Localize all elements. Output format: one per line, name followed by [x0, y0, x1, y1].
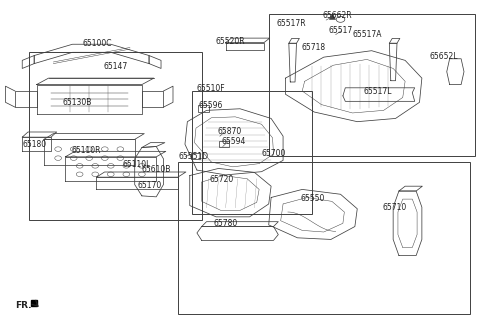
Text: 65720: 65720 [210, 175, 234, 184]
Text: 65517A: 65517A [352, 30, 382, 40]
Bar [178, 162, 470, 314]
Text: 65780: 65780 [213, 219, 238, 228]
Text: 65550: 65550 [300, 194, 324, 203]
Text: 65170: 65170 [137, 181, 161, 190]
Text: 65551D: 65551D [178, 152, 208, 161]
Bar [192, 91, 312, 214]
Text: 65517: 65517 [328, 26, 353, 35]
Text: 65180: 65180 [23, 140, 47, 149]
Text: 65652L: 65652L [430, 52, 458, 61]
Bar [198, 105, 209, 112]
Text: 65870: 65870 [217, 127, 242, 136]
Text: 65520R: 65520R [216, 38, 245, 46]
Text: 65100C: 65100C [82, 39, 111, 48]
Text: 65517L: 65517L [363, 87, 392, 96]
Text: 65517R: 65517R [276, 19, 306, 28]
Bar [219, 141, 228, 147]
Text: 65662R: 65662R [323, 11, 352, 20]
Text: 65147: 65147 [104, 62, 128, 71]
Text: 65718: 65718 [301, 43, 325, 52]
Text: FR.: FR. [15, 301, 32, 310]
Bar [29, 52, 202, 220]
Bar [269, 14, 475, 156]
Text: 65594: 65594 [221, 137, 246, 146]
Text: 65700: 65700 [261, 149, 286, 158]
Text: 65710: 65710 [383, 203, 407, 212]
Text: 65110R: 65110R [72, 146, 101, 155]
Text: 65110L: 65110L [123, 160, 151, 169]
Text: 65510F: 65510F [197, 84, 226, 93]
Text: 65610B: 65610B [142, 165, 171, 174]
Bar [191, 153, 200, 159]
Text: 65130B: 65130B [63, 98, 92, 107]
Text: 65596: 65596 [198, 101, 223, 110]
